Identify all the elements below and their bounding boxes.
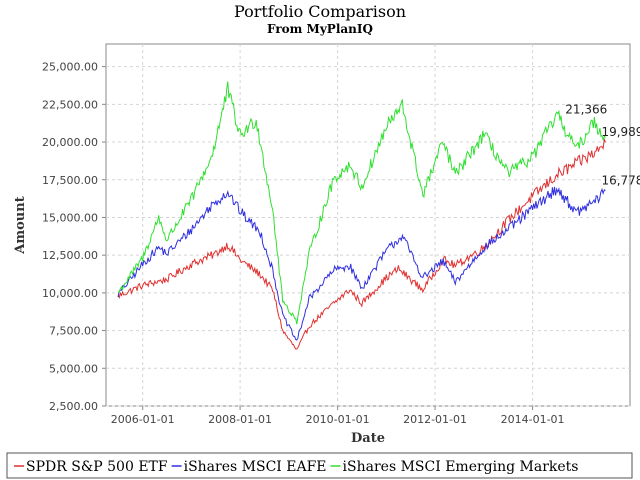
y-axis-label: Amount	[13, 196, 28, 254]
x-tick-label: 2010-01-01	[306, 413, 370, 426]
chart-subtitle: From MyPlanIQ	[267, 22, 373, 36]
y-tick-label: 7,500.00	[49, 325, 98, 338]
series-end-label: 16,778	[601, 174, 640, 188]
y-tick-label: 5,000.00	[49, 362, 98, 375]
legend-box	[6, 452, 633, 479]
legend: SPDR S&P 500 ETF iShares MSCI EAFE iShares…	[14, 459, 579, 475]
x-axis-label: Date	[351, 431, 385, 446]
series-end-label: 19,989	[601, 125, 640, 139]
y-axis: 2,500.00 5,000.00 7,500.00 10,000.00 12,500.…	[42, 61, 106, 413]
x-axis: 2006-01-01 2008-01-01 2010-01-01 2012-01-01…	[111, 406, 565, 426]
legend-entry: SPDR S&P 500 ETF	[26, 459, 168, 475]
series-lines	[117, 81, 606, 350]
gridlines	[106, 44, 630, 407]
y-tick-label: 22,500.00	[42, 98, 98, 111]
y-tick-label: 20,000.00	[42, 136, 98, 149]
y-tick-label: 17,500.00	[42, 174, 98, 187]
legend-entry: iShares MSCI Emerging Markets	[343, 459, 579, 475]
series-line-1	[117, 137, 606, 350]
x-tick-label: 2014-01-01	[501, 413, 565, 426]
x-tick-label: 2008-01-01	[208, 413, 272, 426]
y-tick-label: 15,000.00	[42, 211, 98, 224]
y-tick-label: 2,500.00	[49, 400, 98, 413]
end-labels: 19,989 16,778 21,366	[565, 102, 640, 187]
plot-area	[105, 43, 631, 407]
series-line-2	[117, 186, 606, 341]
y-tick-label: 25,000.00	[42, 61, 98, 74]
chart-title: Portfolio Comparison	[234, 2, 406, 21]
x-tick-label: 2006-01-01	[111, 413, 175, 426]
y-tick-label: 12,500.00	[42, 249, 98, 262]
legend-entry: iShares MSCI EAFE	[184, 459, 327, 475]
x-tick-label: 2012-01-01	[403, 413, 467, 426]
series-line-3	[117, 81, 606, 325]
series-end-label: 21,366	[565, 102, 607, 116]
y-tick-label: 10,000.00	[42, 287, 98, 300]
